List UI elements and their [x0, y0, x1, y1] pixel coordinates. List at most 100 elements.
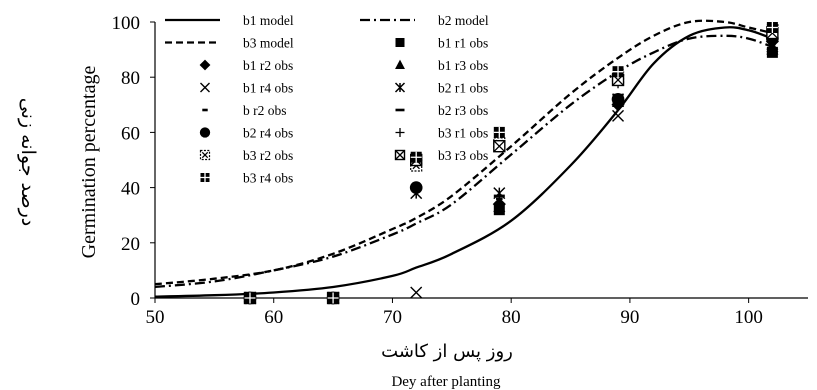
series-b1-r3-obs	[243, 43, 779, 303]
point-b1-r4-obs	[410, 286, 423, 299]
marker-cross	[201, 151, 209, 159]
legend-item-b3-r2-obs: b3 r2 obs	[199, 148, 293, 163]
legend-marker	[394, 82, 406, 93]
legend-item-b3-r1-obs: b3 r1 obs	[395, 126, 488, 141]
legend-label: b2 r1 obs	[438, 81, 488, 96]
x-tick-label: 60	[264, 307, 283, 328]
legend-label: b2 r3 obs	[438, 103, 488, 118]
point-b3-r4-obs	[410, 151, 422, 163]
legend-marker	[202, 108, 208, 112]
legend-marker	[199, 59, 211, 71]
curve-b3-model	[154, 19, 773, 286]
legend-label: b1 r2 obs	[243, 58, 293, 73]
legend: b1 model b2 model b3 model b1 r1 obs b1 r2 o…	[165, 13, 489, 186]
legend-item-b1-r2-obs: b1 r2 obs	[199, 58, 293, 73]
legend-item-b2-r4-obs: b2 r4 obs	[199, 126, 293, 141]
x-tick-label: 50	[146, 307, 165, 328]
marker-grid-lines	[200, 173, 210, 182]
legend-item-b3-r3-obs: b3 r3 obs	[394, 148, 488, 163]
point-b3-r4-obs	[493, 126, 505, 138]
legend-item-b-r2-obs: b r2 obs	[202, 103, 287, 118]
legend-item-b1-r3-obs: b1 r3 obs	[395, 58, 488, 73]
series-b1-r2-obs	[243, 34, 779, 305]
point-b3-r4-obs	[766, 22, 778, 34]
model-curves	[154, 19, 773, 298]
legend-item-b1-r4-obs: b1 r4 obs	[200, 81, 293, 96]
x-axis-label: Dey after planting	[391, 374, 501, 390]
legend-marker	[200, 82, 210, 93]
legend-marker	[199, 127, 211, 138]
series-b2-r1-obs	[243, 40, 779, 305]
curve-b2-model	[154, 34, 773, 289]
legend-item-b2-r3-obs: b2 r3 obs	[395, 103, 488, 118]
axes: 50 60 70 80 90 100 0 20 40 60 80 100	[112, 13, 808, 328]
legend-label: b3 r1 obs	[438, 126, 488, 141]
point-b2-r4-obs	[409, 181, 423, 194]
legend-marker	[395, 128, 405, 137]
y-tick-label: 80	[121, 68, 140, 89]
y-tick-label: 60	[121, 123, 140, 144]
point-b3-r4-obs	[244, 292, 256, 304]
series-b3-r1-obs	[244, 27, 778, 304]
y-tick-label: 20	[121, 234, 140, 255]
legend-marker	[395, 108, 405, 112]
series-b3-r2-obs	[243, 24, 779, 305]
y-axis-label: Germination percentage	[78, 66, 100, 259]
legend-label: b3 r4 obs	[243, 171, 293, 186]
point-b2-r4-obs	[611, 92, 625, 106]
point-b2-r3-obs	[493, 194, 505, 198]
series-b1-r4-obs	[243, 38, 779, 304]
legend-label: b1 r1 obs	[438, 36, 488, 51]
legend-label: b3 r2 obs	[243, 148, 293, 163]
legend-label: b3 model	[243, 36, 294, 51]
series-b3-r4-obs	[244, 22, 778, 304]
legend-label: b2 r4 obs	[243, 126, 293, 141]
marker-cross	[395, 150, 405, 160]
legend-marker	[394, 149, 406, 161]
legend-item-b2-r1-obs: b2 r1 obs	[394, 81, 488, 96]
series-b2-r4-obs	[243, 32, 779, 305]
legend-item-b1-model: b1 model	[165, 13, 294, 28]
legend-marker	[200, 173, 210, 182]
point-b1-r3-obs	[493, 200, 506, 212]
y-tick-label: 100	[112, 13, 141, 34]
legend-item-b3-r4-obs: b3 r4 obs	[200, 171, 293, 186]
marker-grid-lines	[612, 66, 624, 78]
x-tick-label: 100	[734, 307, 763, 328]
curve-b1-model	[154, 26, 773, 298]
y-axis-label-persian: درصد جوانه زنی	[17, 98, 39, 226]
marker-grid-lines	[493, 126, 505, 138]
legend-label: b2 model	[438, 13, 489, 28]
x-axis-label-persian: روز پس از کاشت	[381, 341, 513, 362]
legend-marker	[395, 38, 405, 47]
series-b2-r3-obs	[244, 40, 778, 300]
marker-grid-lines	[766, 22, 778, 34]
x-tick-label: 70	[383, 307, 402, 328]
legend-item-b1-r1-obs: b1 r1 obs	[395, 36, 488, 51]
legend-marker	[395, 59, 405, 70]
point-b3-r4-obs	[612, 66, 624, 78]
point-b3-r4-obs	[327, 292, 339, 304]
marker-grid-lines	[244, 292, 256, 304]
series-b1-r1-obs	[244, 46, 778, 304]
observation-points	[243, 22, 779, 305]
point-b1-r4-obs	[612, 109, 625, 122]
legend-item-b2-model: b2 model	[360, 13, 489, 28]
legend-marker	[199, 149, 211, 161]
legend-label: b r2 obs	[243, 103, 287, 118]
legend-label: b1 r3 obs	[438, 58, 488, 73]
x-tick-label: 90	[620, 307, 639, 328]
point-b-r2-obs	[496, 197, 503, 200]
legend-label: b3 r3 obs	[438, 148, 488, 163]
marker-grid-lines	[410, 151, 422, 163]
marker-cross	[493, 140, 506, 153]
legend-label: b1 model	[243, 13, 294, 28]
series-b3-r3-obs	[243, 26, 779, 305]
legend-item-b3-model: b3 model	[165, 36, 294, 51]
series-b-r2-obs	[246, 42, 776, 300]
y-tick-label: 0	[131, 289, 141, 310]
point-b3-r3-obs	[493, 139, 506, 153]
y-tick-label: 40	[121, 179, 140, 200]
legend-label: b1 r4 obs	[243, 81, 293, 96]
